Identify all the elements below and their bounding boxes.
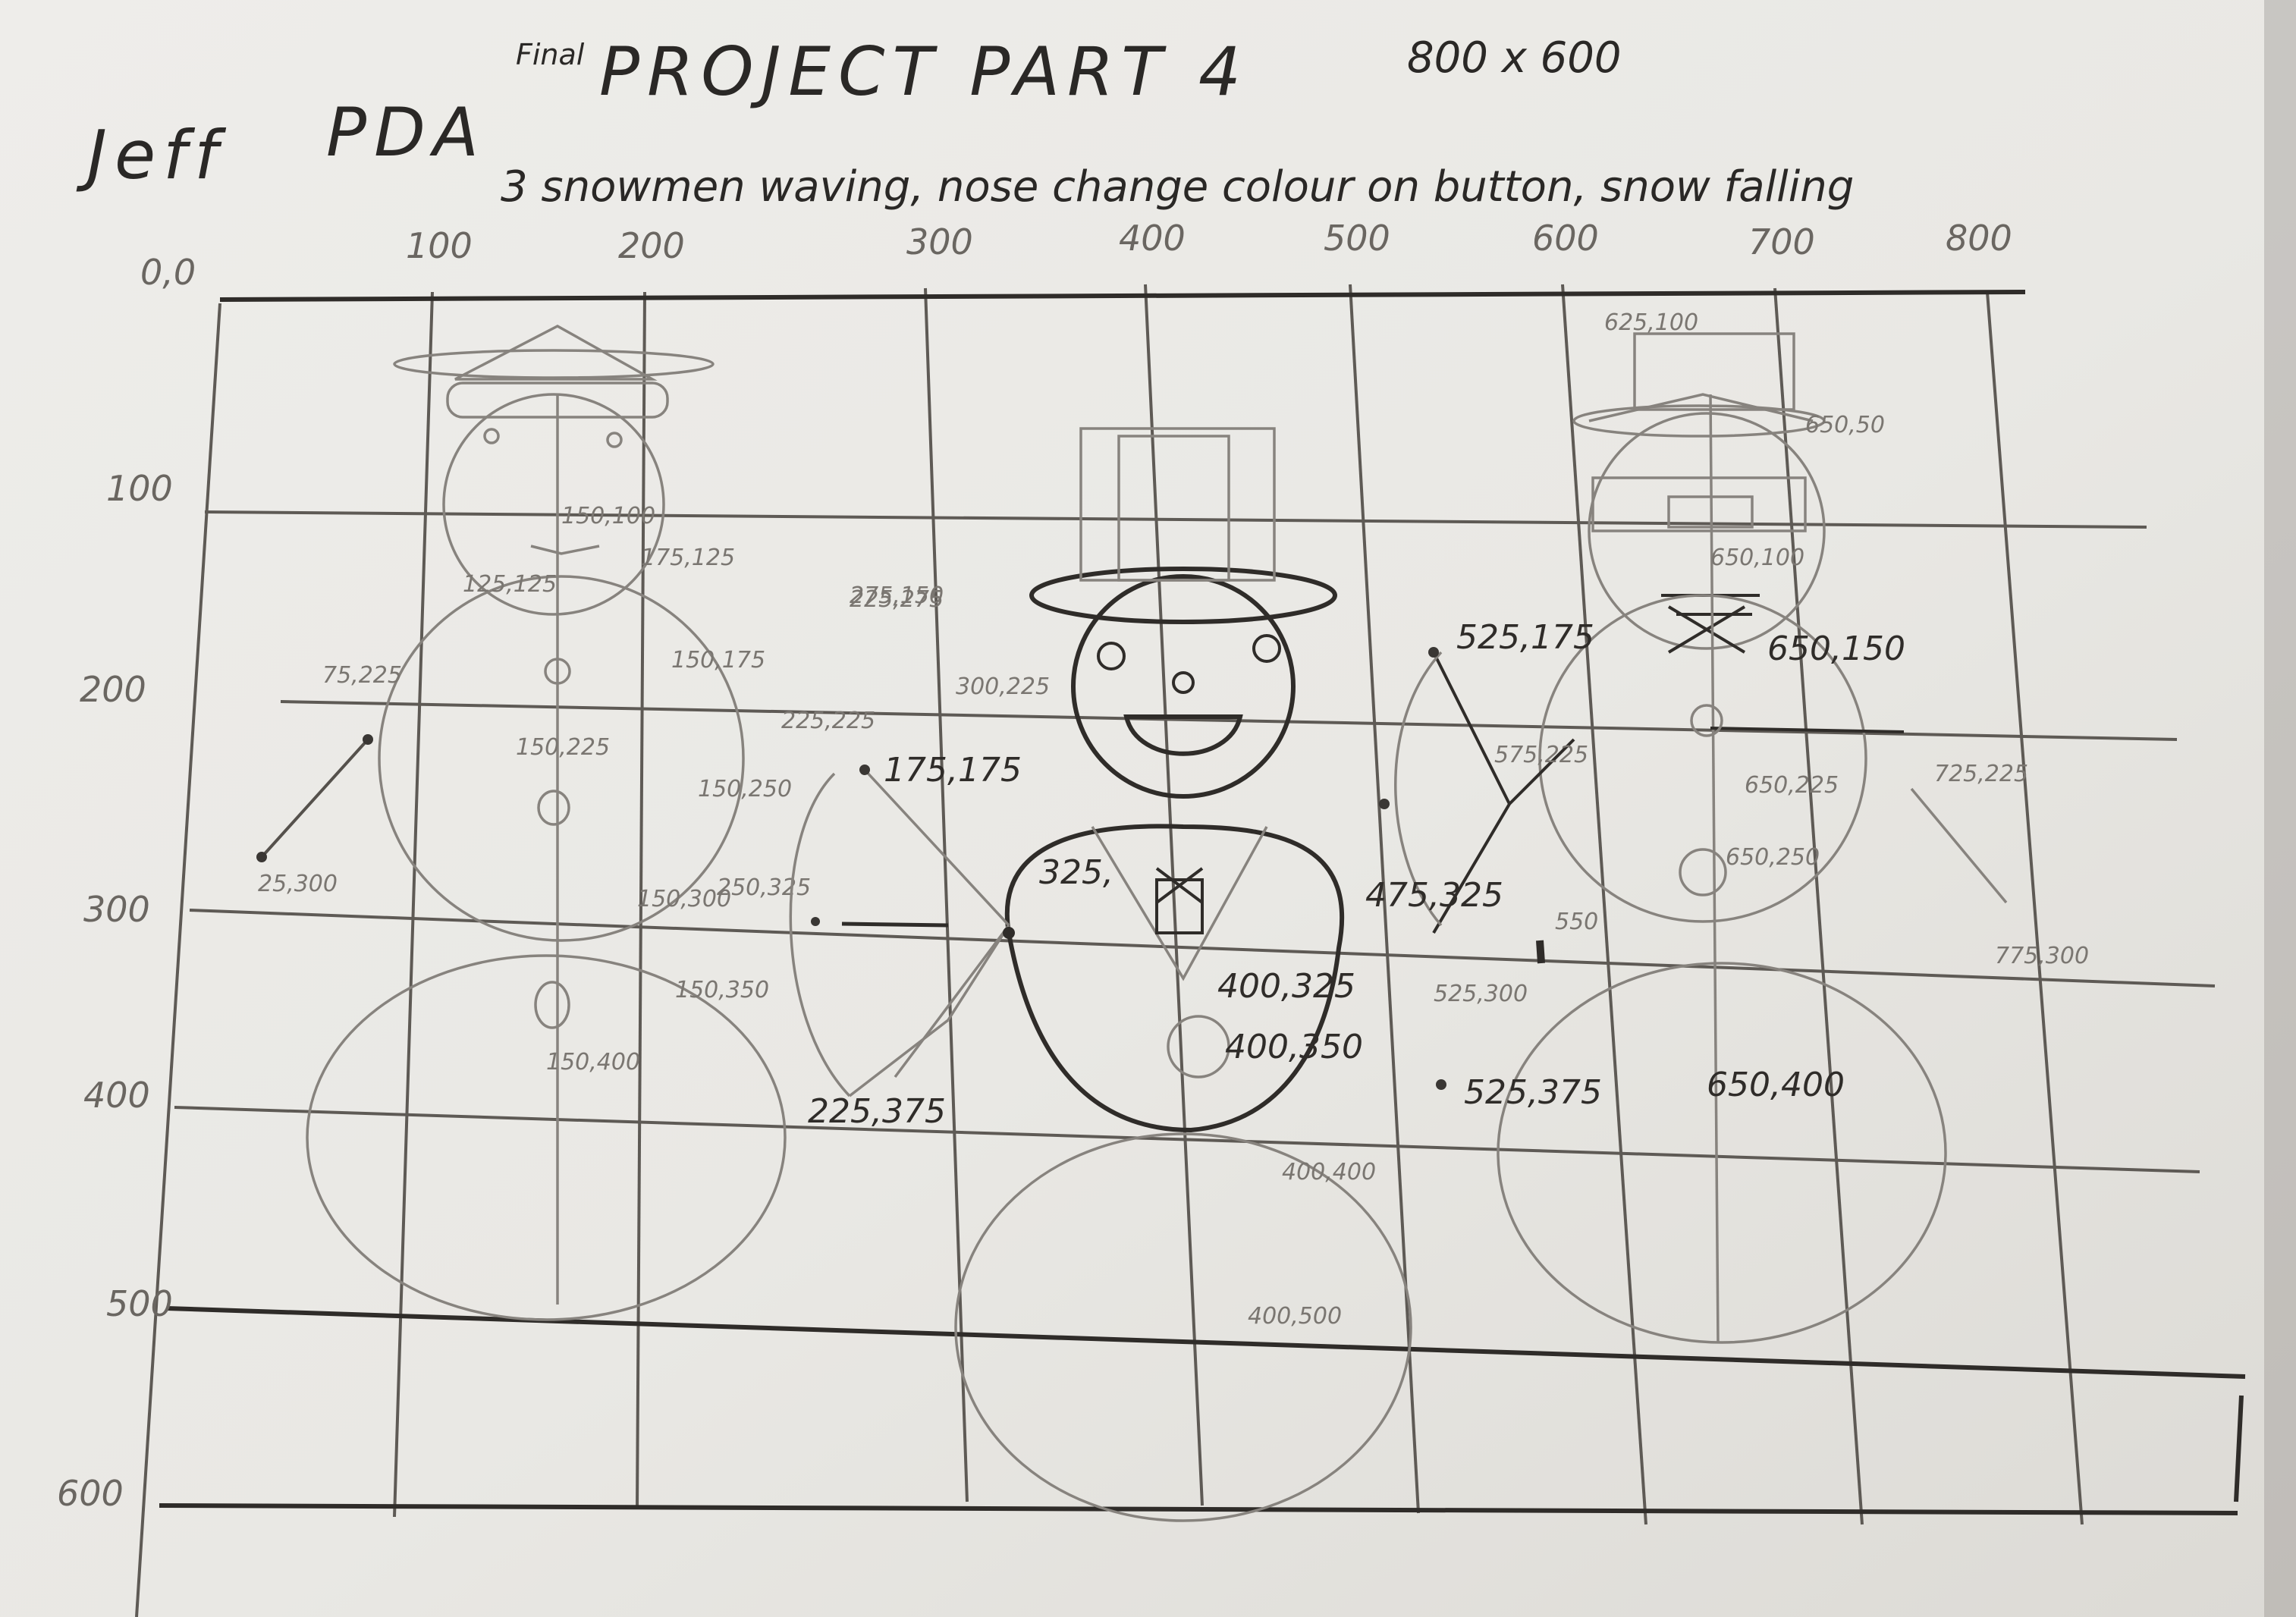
right-coord-1: 625,100 — [1604, 309, 1698, 336]
mid-coord-9: 400,500 — [1248, 1303, 1342, 1330]
left-coord-14: 150,400 — [546, 1049, 640, 1075]
right-coord-7: 650,225 — [1745, 772, 1839, 799]
left-snowman: 125,125 175,125 150,100 150,225 75,225 2… — [256, 325, 944, 1321]
header: Jeff PDA Final PROJECT PART 4 800 x 600 … — [76, 33, 1854, 212]
right-coord-13: 525,375 — [1464, 1073, 1602, 1112]
mid-coord-7: 400,350 — [1225, 1028, 1363, 1066]
x-tick-500: 500 — [1324, 218, 1390, 259]
right-coord-6: 725,225 — [1934, 761, 2028, 787]
course-label: PDA — [326, 93, 486, 171]
x-tick-400: 400 — [1119, 218, 1186, 259]
mid-coord-3: 275,150 — [850, 582, 944, 609]
right-coord-2: 650,50 — [1805, 412, 1885, 438]
x-tick-300: 300 — [906, 221, 973, 262]
origin-label: 0,0 — [140, 252, 196, 293]
project-description: 3 snowmen waving, nose change colour on … — [501, 162, 1854, 212]
right-coord-12: 525,300 — [1434, 981, 1528, 1007]
left-coord-3: 150,100 — [561, 503, 655, 529]
right-coord-5: 650,250 — [1726, 844, 1820, 871]
canvas-size: 800 x 600 — [1407, 33, 1622, 83]
left-coord-7: 150,175 — [671, 647, 765, 673]
left-coord-9: 150,300 — [637, 886, 731, 912]
x-tick-100: 100 — [406, 225, 473, 266]
left-coord-8: 150,250 — [698, 776, 792, 802]
right-coord-11: 475,325 — [1365, 876, 1503, 915]
left-coord-1: 125,125 — [463, 571, 557, 598]
left-coord-11: 225,275 — [850, 586, 944, 613]
mid-coord-1: 325, — [1039, 853, 1113, 892]
right-coord-9: 525,175 — [1456, 618, 1594, 657]
left-coord-10: 250,325 — [717, 874, 811, 901]
mid-coord-2: 175,175 — [884, 751, 1022, 790]
left-coord-13: 150,350 — [675, 977, 769, 1003]
mid-coord-4: 300,225 — [956, 673, 1050, 700]
y-tick-600: 600 — [57, 1473, 124, 1514]
left-coord-5: 75,225 — [322, 662, 402, 689]
author-name: Jeff — [76, 116, 227, 194]
left-coord-2: 175,125 — [641, 545, 735, 571]
mid-coord-6: 400,325 — [1217, 967, 1355, 1006]
mid-coord-8: 400,400 — [1282, 1159, 1376, 1185]
middle-snowman: 325, 175,175 275,150 300,225 225,375 400… — [789, 427, 1412, 1522]
right-coord-14: 550 — [1555, 909, 1598, 935]
final-note: Final — [516, 38, 585, 71]
axis-labels: 0,0 100 200 300 400 500 600 700 800 100 … — [57, 218, 2012, 1514]
photo-edge-shadow — [2264, 0, 2296, 1617]
y-tick-500: 500 — [106, 1283, 173, 1324]
x-tick-700: 700 — [1748, 221, 1815, 262]
right-coord-3: 650,100 — [1710, 545, 1804, 571]
right-snowman: 625,100 650,50 650,100 650,150 650,250 7… — [1365, 309, 2089, 1344]
right-coord-4: 650,150 — [1767, 630, 1905, 668]
mid-coord-5: 225,375 — [808, 1092, 946, 1131]
right-coord-8: 775,300 — [1995, 943, 2089, 969]
y-tick-200: 200 — [80, 669, 146, 710]
left-coord-12: 225,225 — [781, 708, 875, 734]
x-tick-800: 800 — [1946, 218, 2012, 259]
y-tick-100: 100 — [106, 468, 173, 509]
right-coord-10: 575,225 — [1494, 742, 1588, 768]
y-tick-400: 400 — [83, 1075, 150, 1116]
left-coord-4: 150,225 — [516, 734, 610, 761]
right-coord-15: 650,400 — [1707, 1066, 1845, 1104]
left-coord-6: 25,300 — [258, 871, 338, 897]
y-tick-300: 300 — [83, 889, 150, 930]
project-title: PROJECT PART 4 — [599, 33, 1249, 111]
x-tick-600: 600 — [1532, 218, 1599, 259]
x-tick-200: 200 — [618, 225, 685, 266]
